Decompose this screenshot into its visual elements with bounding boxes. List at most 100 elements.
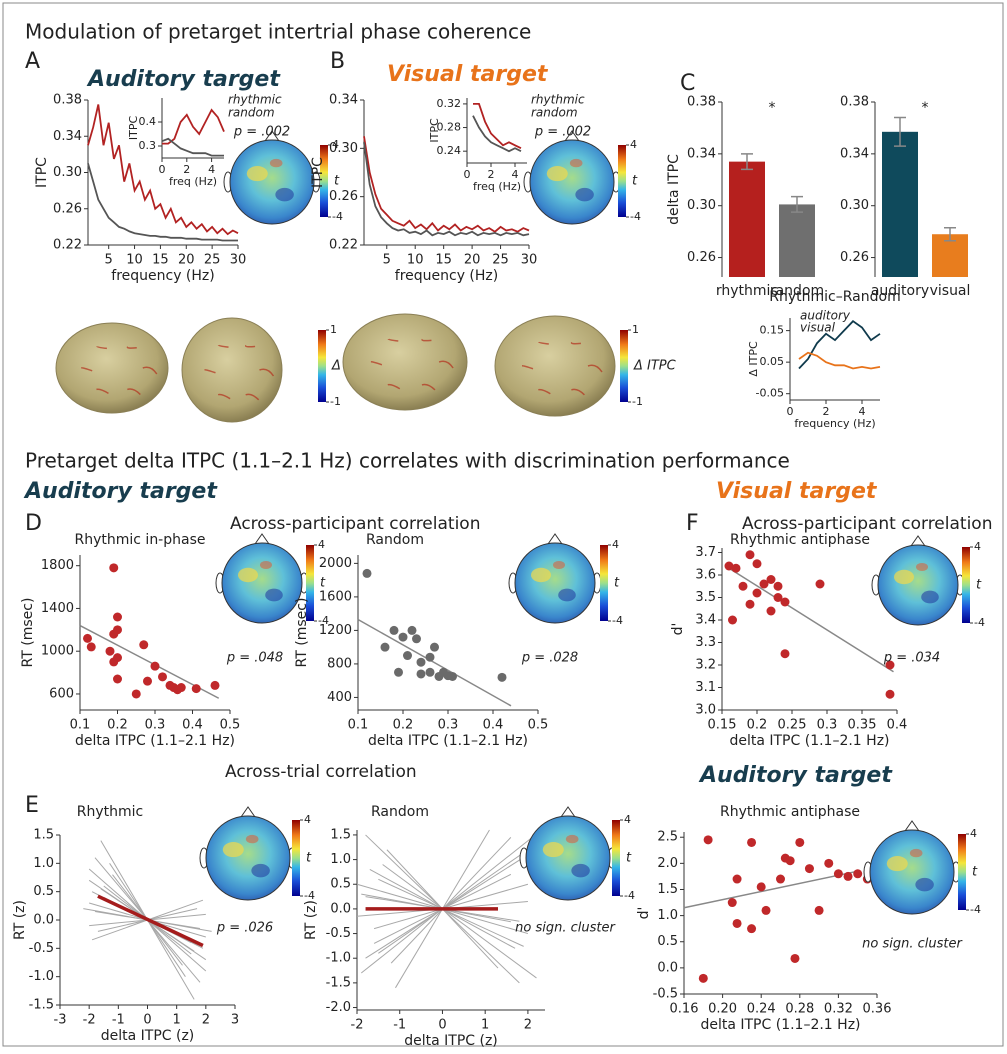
chart-title: Rhythmic–Random [769, 289, 900, 305]
y-axis-label: RT (z) [303, 900, 319, 940]
series-line [473, 103, 522, 150]
point [113, 612, 122, 622]
point [425, 652, 435, 662]
colorbar-tick-label: -4 [318, 614, 329, 627]
y-tick-label: 0.30 [840, 198, 869, 213]
head-nose [254, 533, 270, 545]
brain-sulcus [127, 388, 141, 396]
y-tick-label: 0.34 [329, 93, 358, 108]
x-tick-label: 20 [178, 253, 195, 268]
point [732, 918, 742, 928]
point [752, 588, 762, 598]
y-axis-label: ITPC [310, 157, 326, 188]
chart-title: Rhythmic antiphase [720, 804, 860, 820]
point [761, 905, 771, 915]
y-tick-label: 1.0 [33, 856, 54, 871]
point [403, 651, 412, 661]
scalp-map [877, 544, 959, 626]
x-tick-label: 0.3 [145, 718, 166, 733]
point [497, 672, 507, 682]
brain-sulcus [259, 368, 275, 377]
legend-label: rhythmic [531, 93, 585, 107]
x-tick-label: 5 [383, 253, 391, 268]
y-tick-label: 0.34 [53, 129, 82, 144]
panel-letter: B [330, 49, 345, 74]
scalp-blob [886, 856, 908, 872]
x-tick-label: 0.2 [747, 718, 768, 733]
point [703, 835, 713, 845]
point [747, 924, 757, 934]
colorbar-tick-label: -4 [974, 616, 985, 629]
point [843, 871, 853, 881]
series-line [161, 137, 224, 157]
category-label: random [770, 283, 824, 299]
brain-sulcus [521, 365, 534, 370]
heading: Visual target [387, 62, 549, 87]
scalp-map [229, 139, 315, 225]
colorbar-label: t [972, 865, 978, 880]
y-axis-label: RT (msec) [294, 598, 310, 668]
y-axis-label: ITPC [428, 118, 441, 143]
scalp-blob [909, 848, 923, 858]
y-tick-label: 0.24 [437, 144, 462, 157]
point [824, 858, 834, 868]
x-axis-label: frequency (Hz) [111, 268, 214, 284]
y-axis-label: d' [636, 907, 652, 920]
y-tick-label: 3.5 [695, 590, 716, 605]
point [158, 672, 167, 682]
fit-line [728, 567, 894, 673]
scalp-blob [558, 588, 576, 602]
scalp-blob [571, 863, 590, 878]
x-tick-label: 0.28 [785, 1002, 814, 1017]
scalp-blob [915, 877, 934, 892]
point [109, 657, 119, 667]
legend-label: rhythmic [228, 93, 282, 107]
head-nose [910, 535, 926, 547]
y-tick-label: 0.30 [687, 198, 716, 213]
x-tick-label: 1 [173, 1013, 181, 1028]
scalp-blob [921, 590, 939, 604]
legend-label: auditory [800, 309, 851, 323]
y-tick-label: -0.05 [756, 387, 784, 400]
brain-surface [494, 315, 616, 417]
scalp-blob [546, 166, 568, 182]
heading: Visual target [716, 479, 878, 504]
x-tick-label: 2 [183, 163, 190, 176]
point [745, 599, 755, 609]
y-tick-label: 800 [327, 656, 352, 671]
colorbar [958, 834, 966, 910]
y-tick-label: 0.32 [437, 97, 462, 110]
colorbar-tick-label: 4 [970, 827, 977, 840]
x-tick-label: 30 [521, 253, 538, 268]
colorbar [318, 330, 326, 402]
participant-line [373, 883, 529, 930]
scalp-blob [531, 567, 551, 583]
point [785, 856, 795, 866]
fit-line [683, 870, 858, 909]
y-tick-label: 1400 [41, 601, 74, 616]
point [776, 874, 785, 884]
x-tick-label: 4 [512, 168, 519, 181]
point [780, 649, 790, 659]
series-line [798, 351, 881, 370]
brain-surface [181, 317, 283, 423]
x-tick-label: 0.16 [670, 1002, 699, 1017]
y-tick-label: 0.0 [657, 960, 678, 975]
point [380, 642, 390, 652]
brain-sulcus [370, 361, 383, 366]
significance-marker: * [922, 100, 929, 116]
chart-title: Rhythmic antiphase [730, 532, 870, 548]
y-tick-label: 3.3 [695, 635, 716, 650]
y-tick-label: -0.5 [326, 926, 351, 941]
colorbar-tick-label: 1 [330, 323, 337, 336]
colorbar-tick-label: 4 [624, 813, 631, 826]
point [833, 869, 843, 879]
colorbar-tick-label: -4 [624, 889, 635, 902]
brain-sulcus [421, 383, 436, 391]
point [131, 689, 141, 699]
y-tick-label: 0.22 [329, 238, 358, 253]
x-tick-label: 0 [159, 163, 166, 176]
colorbar [292, 820, 300, 896]
scalp-blob [251, 863, 270, 878]
head-nose [547, 533, 563, 545]
